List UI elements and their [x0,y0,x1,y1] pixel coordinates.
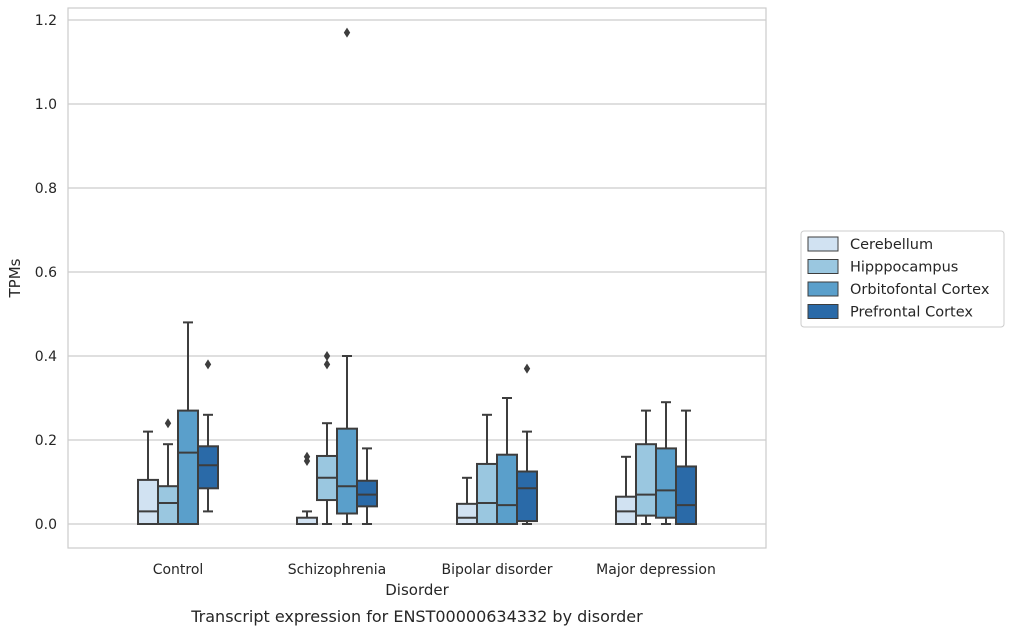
box-body [356,479,378,508]
box-group-item [296,451,318,526]
legend-label: Orbitofontal Cortex [850,282,990,298]
box-body [675,465,697,525]
outlier-point [323,359,331,370]
box-group-item [137,430,159,525]
y-axis-label: TPMs [6,258,24,298]
box-group-item [675,409,697,525]
box-group-item [456,476,478,525]
chart-caption: Transcript expression for ENST0000063433… [190,607,643,626]
outlier-point [323,351,331,361]
legend-frame [800,230,1005,328]
box-body [177,409,199,526]
box-group-item [157,418,179,526]
box-group-item [476,413,498,526]
y-tick-label: 0.6 [35,265,57,281]
box-group-item [655,401,677,525]
box-group-item [356,447,378,525]
plot-area-frame [67,7,767,549]
legend-swatch [807,304,839,319]
box-group-item [496,397,518,526]
box-body [456,502,478,525]
outlier-point [523,363,531,374]
legend-label: Cerebellum [850,237,933,253]
x-axis-label: Disorder [385,581,449,599]
x-tick-label: Major depression [596,562,716,578]
box-group-item [516,363,538,525]
box-group-item [177,321,199,526]
x-tick-label: Control [153,562,204,578]
y-tick-label: 0.4 [35,349,57,365]
x-tick-labels: Control Schizophrenia Bipolar disorder Majo… [153,562,716,578]
outlier-point [303,451,311,462]
box-group-item [336,27,358,525]
outlier-point [343,27,351,38]
box-body [476,462,498,526]
box-group-item [635,409,657,525]
outlier-point [164,418,172,429]
box-body [615,495,637,526]
box-group-item [316,351,338,525]
y-tick-label: 1.2 [35,13,57,29]
box-group-item [197,359,219,513]
x-tick-label: Schizophrenia [288,562,386,578]
box-body [197,445,219,490]
legend-label: Prefrontal Cortex [850,305,973,321]
y-tick-labels: 0.0 0.2 0.4 0.6 0.8 1.0 1.2 [35,13,57,533]
legend-swatch [807,281,839,297]
box-body [496,453,518,526]
y-tick-label: 0.8 [35,181,57,197]
legend: Cerebellum Hipppocampus Orbitofontal Corte… [800,230,1005,328]
box-body [157,485,179,526]
box-group-item [615,455,637,526]
legend-label: Hipppocampus [850,260,958,276]
box-body [137,478,159,525]
outlier-point [204,359,212,370]
box-body [635,443,657,517]
box-body [336,427,358,515]
y-tick-label: 0.2 [35,433,57,449]
x-tick-label: Bipolar disorder [441,562,552,578]
box-body [516,470,538,523]
legend-swatch [807,259,839,274]
box-body [655,447,677,519]
legend-swatch [807,236,839,252]
y-tick-label: 0.0 [35,517,57,533]
boxes [137,27,697,526]
y-tick-label: 1.0 [35,97,57,113]
